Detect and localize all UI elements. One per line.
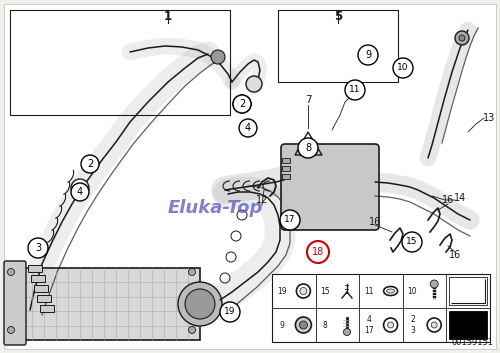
Bar: [31, 275, 45, 282]
Circle shape: [402, 232, 422, 252]
Circle shape: [430, 280, 438, 288]
Text: 6: 6: [356, 83, 364, 93]
Text: 4
17: 4 17: [364, 315, 374, 335]
Circle shape: [344, 329, 350, 335]
Text: 11: 11: [364, 287, 374, 295]
Text: 10: 10: [408, 287, 417, 295]
Circle shape: [393, 58, 413, 78]
Text: 19: 19: [224, 307, 236, 317]
Circle shape: [298, 138, 318, 158]
Circle shape: [300, 321, 308, 329]
Circle shape: [459, 35, 465, 41]
Circle shape: [388, 322, 394, 328]
Bar: [34, 285, 48, 292]
Circle shape: [71, 179, 89, 197]
Text: 14: 14: [454, 193, 466, 203]
Text: 11: 11: [349, 85, 361, 95]
Bar: [40, 305, 54, 312]
Text: 16: 16: [442, 195, 454, 205]
Text: 13: 13: [483, 113, 495, 123]
Bar: [37, 295, 51, 302]
Text: 2
3: 2 3: [410, 315, 415, 335]
Bar: [450, 311, 487, 339]
Circle shape: [28, 238, 48, 258]
Text: 2: 2: [239, 99, 245, 109]
Text: 18: 18: [312, 247, 324, 257]
Text: 00159151: 00159151: [451, 338, 493, 347]
Bar: [272, 274, 490, 342]
Bar: [8, 268, 200, 340]
Circle shape: [71, 183, 89, 201]
Circle shape: [246, 76, 262, 92]
Text: 7: 7: [304, 95, 312, 105]
Circle shape: [188, 269, 196, 275]
Circle shape: [296, 317, 312, 333]
Text: 17: 17: [284, 215, 296, 225]
Circle shape: [8, 269, 14, 275]
Bar: [278, 10, 398, 82]
Circle shape: [220, 302, 240, 322]
Text: 1: 1: [164, 10, 172, 23]
Text: 8: 8: [323, 321, 328, 329]
Bar: [282, 174, 290, 179]
Circle shape: [82, 156, 98, 172]
Circle shape: [178, 282, 222, 326]
Text: 15: 15: [406, 238, 418, 246]
Text: 16: 16: [449, 250, 461, 260]
Bar: [282, 158, 290, 163]
Bar: [282, 166, 290, 171]
Circle shape: [233, 95, 251, 113]
Text: 3: 3: [35, 243, 41, 253]
Circle shape: [358, 45, 378, 65]
Text: 5: 5: [334, 10, 342, 23]
Circle shape: [431, 322, 437, 328]
Circle shape: [280, 210, 300, 230]
Text: 9: 9: [365, 50, 371, 60]
Circle shape: [239, 119, 257, 137]
Text: 2: 2: [87, 159, 93, 169]
Circle shape: [345, 80, 365, 100]
Text: 8: 8: [305, 143, 311, 153]
Text: 15: 15: [320, 287, 330, 295]
Bar: [28, 265, 42, 272]
FancyBboxPatch shape: [4, 261, 26, 345]
Text: 16: 16: [369, 217, 381, 227]
Text: 12: 12: [256, 195, 268, 205]
Ellipse shape: [386, 289, 394, 293]
FancyBboxPatch shape: [281, 144, 379, 230]
Text: 10: 10: [397, 64, 409, 72]
Circle shape: [188, 327, 196, 334]
Circle shape: [300, 287, 307, 294]
Text: 4: 4: [245, 123, 251, 133]
Text: 9: 9: [279, 321, 284, 329]
Text: Eluka-Top: Eluka-Top: [168, 199, 262, 217]
Circle shape: [81, 155, 99, 173]
Text: 4: 4: [77, 187, 83, 197]
Text: 19: 19: [277, 287, 286, 295]
Text: ⚠: ⚠: [304, 144, 312, 152]
Circle shape: [233, 95, 251, 113]
Circle shape: [307, 241, 329, 263]
Bar: [450, 277, 487, 305]
Circle shape: [8, 327, 14, 334]
Circle shape: [211, 50, 225, 64]
Bar: [10, 10, 230, 115]
Circle shape: [185, 289, 215, 319]
Circle shape: [455, 31, 469, 45]
